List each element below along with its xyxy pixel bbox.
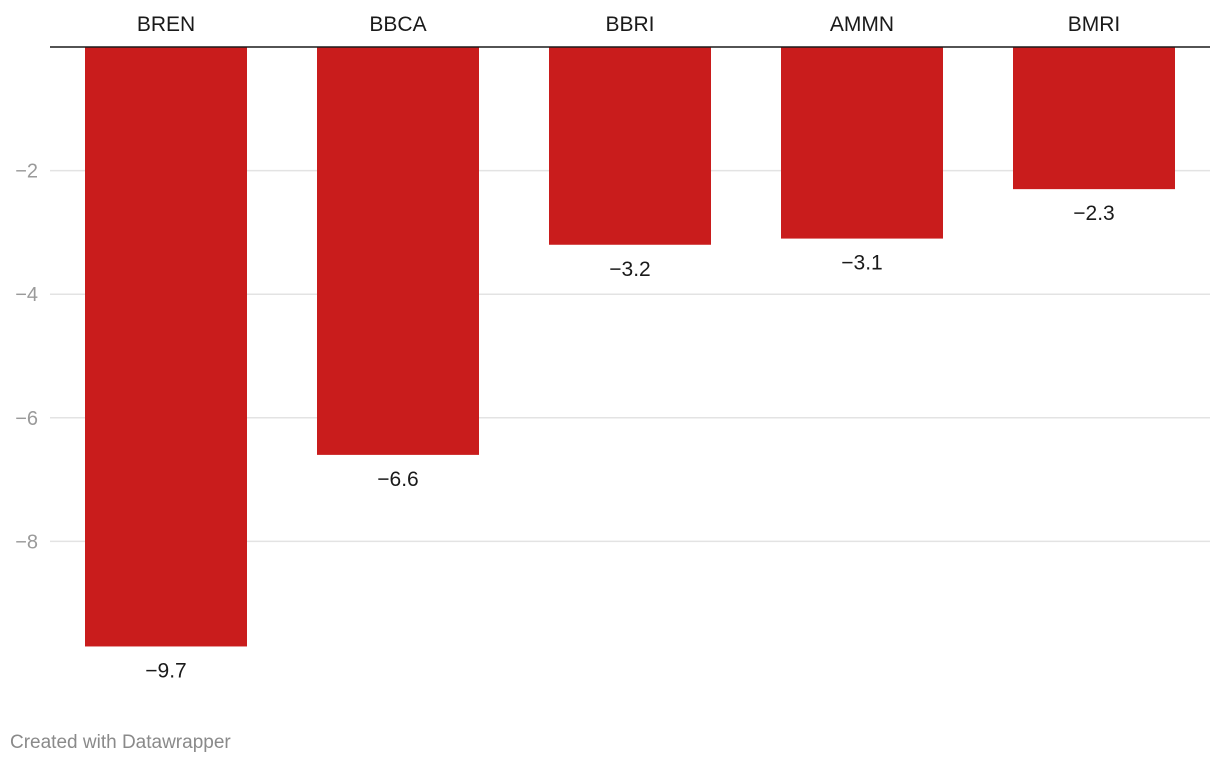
- value-label: −2.3: [1073, 202, 1114, 225]
- category-label: BBRI: [605, 13, 654, 36]
- bar-bbca: [317, 47, 479, 455]
- bar-bbri: [549, 47, 711, 245]
- value-label: −6.6: [377, 468, 418, 491]
- value-labels: −9.7 −6.6 −3.2 −3.1 −2.3: [145, 202, 1114, 682]
- category-label: AMMN: [830, 13, 894, 36]
- bar-bren: [85, 47, 247, 647]
- bar-ammn: [781, 47, 943, 239]
- bar-chart: −2 −4 −6 −8 BREN BBCA BBRI AMMN BMRI −9.7 −6.6 −3…: [15, 13, 1210, 682]
- y-tick-label: −6: [15, 408, 38, 430]
- bars: [85, 47, 1175, 647]
- value-label: −3.1: [841, 252, 882, 275]
- category-label: BREN: [137, 13, 195, 36]
- y-tick-label: −8: [15, 531, 38, 553]
- footer-credit: Created with Datawrapper: [10, 732, 231, 753]
- y-tick-label: −4: [15, 284, 38, 306]
- category-label: BBCA: [369, 13, 426, 36]
- category-labels: BREN BBCA BBRI AMMN BMRI: [137, 13, 1120, 36]
- y-axis-ticks: −2 −4 −6 −8: [15, 161, 38, 554]
- y-tick-label: −2: [15, 161, 38, 183]
- value-label: −3.2: [609, 258, 650, 281]
- bar-bmri: [1013, 47, 1175, 190]
- category-label: BMRI: [1068, 13, 1121, 36]
- value-label: −9.7: [145, 659, 186, 682]
